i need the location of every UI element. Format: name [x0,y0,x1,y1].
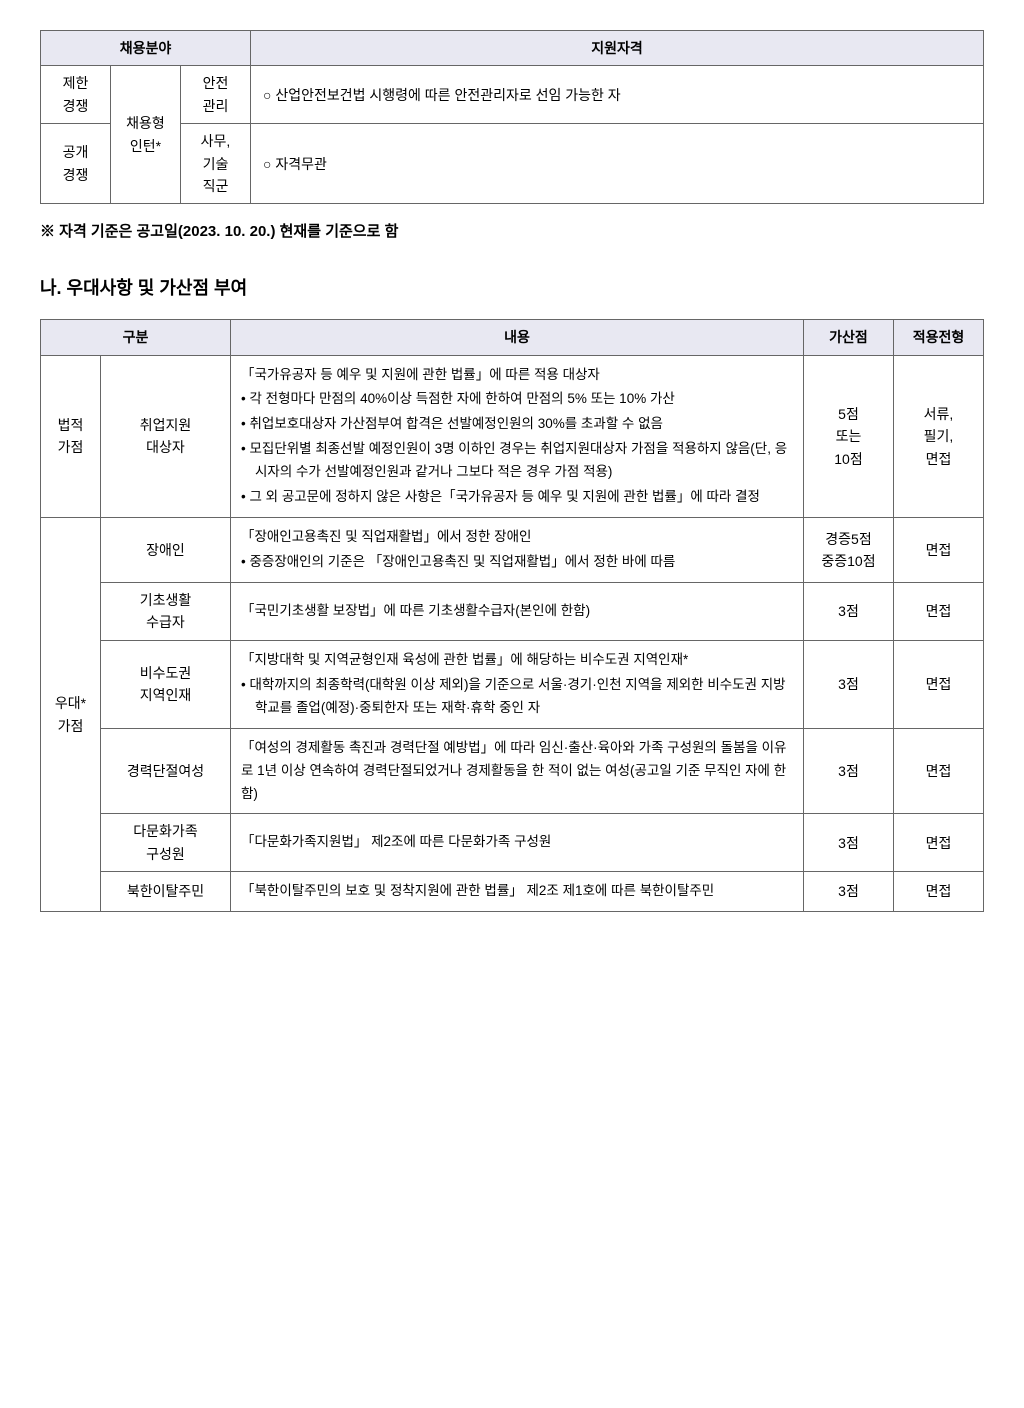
qualification-table: 채용분야 지원자격 제한 경쟁 채용형 인턴* 안전 관리 ○ 산업안전보건법 … [40,30,984,204]
table2-row: 경력단절여성 「여성의 경제활동 촉진과 경력단절 예방법」에 따라 임신·출산… [41,728,984,814]
cell-content: 「다문화가족지원법」 제2조에 따른 다문화가족 구성원 [231,814,804,872]
header-content: 내용 [231,320,804,355]
cell-qual: ○ 산업안전보건법 시행령에 따른 안전관리자로 선임 가능한 자 [251,66,984,124]
cell-content: 「지방대학 및 지역균형인재 육성에 관한 법률」에 해당하는 비수도권 지역인… [231,640,804,728]
content-intro: 「다문화가족지원법」 제2조에 따른 다문화가족 구성원 [241,831,793,854]
cell-content: 「북한이탈주민의 보호 및 정착지원에 관한 법률」 제2조 제1호에 따른 북… [231,872,804,912]
table2-row: 우대* 가점 장애인 「장애인고용촉진 및 직업재활법」에서 정한 장애인 중증… [41,518,984,583]
qualification-note: ※ 자격 기준은 공고일(2023. 10. 20.) 현재를 기준으로 함 [40,220,984,244]
table2-row: 다문화가족 구성원 「다문화가족지원법」 제2조에 따른 다문화가족 구성원 3… [41,814,984,872]
table1-header-row: 채용분야 지원자격 [41,31,984,66]
header-stage: 적용전형 [894,320,984,355]
cell-col2: 채용형 인턴* [111,66,181,204]
cell-stage: 면접 [894,814,984,872]
cell-points: 3점 [804,640,894,728]
table2-header-row: 구분 내용 가산점 적용전형 [41,320,984,355]
table2-row: 법적 가점 취업지원 대상자 「국가유공자 등 예우 및 지원에 관한 법률」에… [41,355,984,518]
cell-cat2: 장애인 [101,518,231,583]
content-intro: 「장애인고용촉진 및 직업재활법」에서 정한 장애인 [241,526,793,549]
cell-cat2: 경력단절여성 [101,728,231,814]
cell-cat2: 취업지원 대상자 [101,355,231,518]
cell-stage: 면접 [894,583,984,641]
content-bullet: 취업보호대상자 가산점부여 합격은 선발예정인원의 30%를 초과할 수 없음 [241,413,793,436]
cell-stage: 면접 [894,872,984,912]
content-bullet: 모집단위별 최종선발 예정인원이 3명 이하인 경우는 취업지원대상자 가점을 … [241,438,793,484]
preference-table: 구분 내용 가산점 적용전형 법적 가점 취업지원 대상자 「국가유공자 등 예… [40,319,984,912]
cell-cat1: 우대* 가점 [41,518,101,912]
content-bullet: 그 외 공고문에 정하지 않은 사항은「국가유공자 등 예우 및 지원에 관한 … [241,486,793,509]
cell-cat2: 비수도권 지역인재 [101,640,231,728]
cell-stage: 면접 [894,518,984,583]
content-bullet: 중증장애인의 기준은 「장애인고용촉진 및 직업재활법」에서 정한 바에 따름 [241,551,793,574]
cell-stage: 서류, 필기, 면접 [894,355,984,518]
cell-points: 경증5점 중증10점 [804,518,894,583]
header-category: 구분 [41,320,231,355]
table2-row: 기초생활 수급자 「국민기초생활 보장법」에 따른 기초생활수급자(본인에 한함… [41,583,984,641]
cell-col1: 제한 경쟁 [41,66,111,124]
cell-points: 5점 또는 10점 [804,355,894,518]
cell-qual: ○ 자격무관 [251,124,984,204]
cell-content: 「장애인고용촉진 및 직업재활법」에서 정한 장애인 중증장애인의 기준은 「장… [231,518,804,583]
content-intro: 「국가유공자 등 예우 및 지원에 관한 법률」에 따른 적용 대상자 [241,364,793,387]
cell-stage: 면접 [894,728,984,814]
section-title: 나. 우대사항 및 가산점 부여 [40,274,984,303]
cell-points: 3점 [804,814,894,872]
table2-row: 비수도권 지역인재 「지방대학 및 지역균형인재 육성에 관한 법률」에 해당하… [41,640,984,728]
content-bullet: 대학까지의 최종학력(대학원 이상 제외)을 기준으로 서울·경기·인천 지역을… [241,674,793,720]
table1-row: 공개 경쟁 사무, 기술 직군 ○ 자격무관 [41,124,984,204]
cell-points: 3점 [804,583,894,641]
cell-cat2: 다문화가족 구성원 [101,814,231,872]
content-bullet: 각 전형마다 만점의 40%이상 득점한 자에 한하여 만점의 5% 또는 10… [241,388,793,411]
table2-row: 북한이탈주민 「북한이탈주민의 보호 및 정착지원에 관한 법률」 제2조 제1… [41,872,984,912]
header-points: 가산점 [804,320,894,355]
header-field: 채용분야 [41,31,251,66]
cell-content: 「여성의 경제활동 촉진과 경력단절 예방법」에 따라 임신·출산·육아와 가족… [231,728,804,814]
content-intro: 「지방대학 및 지역균형인재 육성에 관한 법률」에 해당하는 비수도권 지역인… [241,649,793,672]
cell-col1: 공개 경쟁 [41,124,111,204]
cell-cat2: 북한이탈주민 [101,872,231,912]
cell-col3: 사무, 기술 직군 [181,124,251,204]
cell-stage: 면접 [894,640,984,728]
cell-col3: 안전 관리 [181,66,251,124]
cell-content: 「국민기초생활 보장법」에 따른 기초생활수급자(본인에 한함) [231,583,804,641]
cell-points: 3점 [804,872,894,912]
cell-points: 3점 [804,728,894,814]
cell-cat2: 기초생활 수급자 [101,583,231,641]
cell-cat1: 법적 가점 [41,355,101,518]
content-intro: 「북한이탈주민의 보호 및 정착지원에 관한 법률」 제2조 제1호에 따른 북… [241,880,793,903]
table1-row: 제한 경쟁 채용형 인턴* 안전 관리 ○ 산업안전보건법 시행령에 따른 안전… [41,66,984,124]
content-intro: 「여성의 경제활동 촉진과 경력단절 예방법」에 따라 임신·출산·육아와 가족… [241,737,793,806]
content-intro: 「국민기초생활 보장법」에 따른 기초생활수급자(본인에 한함) [241,600,793,623]
header-qual: 지원자격 [251,31,984,66]
cell-content: 「국가유공자 등 예우 및 지원에 관한 법률」에 따른 적용 대상자 각 전형… [231,355,804,518]
